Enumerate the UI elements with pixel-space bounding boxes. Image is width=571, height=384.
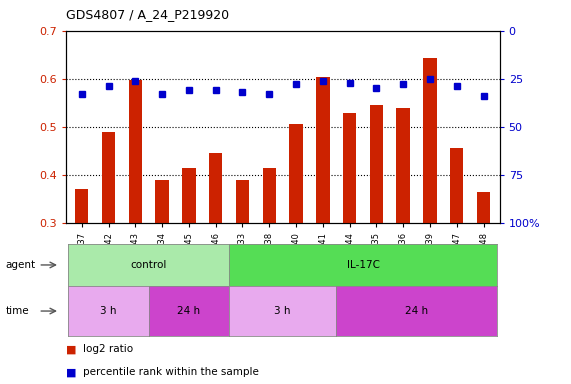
Text: GDS4807 / A_24_P219920: GDS4807 / A_24_P219920 [66,8,229,21]
Text: time: time [6,306,29,316]
Text: agent: agent [6,260,36,270]
Bar [102,131,115,223]
Bar [423,58,437,223]
Text: 3 h: 3 h [275,306,291,316]
Bar [155,180,169,223]
Text: 24 h: 24 h [178,306,200,316]
Bar [316,77,329,223]
Text: IL-17C: IL-17C [347,260,380,270]
Bar [343,113,356,223]
Bar [289,124,303,223]
Bar [236,180,249,223]
Text: ■: ■ [66,367,76,377]
Text: 3 h: 3 h [100,306,117,316]
Text: log2 ratio: log2 ratio [83,344,133,354]
Bar [182,167,196,223]
Bar [396,109,410,223]
Bar [263,167,276,223]
Bar [477,192,490,223]
Text: percentile rank within the sample: percentile rank within the sample [83,367,259,377]
Bar [128,80,142,223]
Text: ■: ■ [66,344,76,354]
Bar [450,148,464,223]
Bar [75,189,89,223]
Text: control: control [131,260,167,270]
Bar [369,105,383,223]
Text: 24 h: 24 h [405,306,428,316]
Bar [209,153,222,223]
